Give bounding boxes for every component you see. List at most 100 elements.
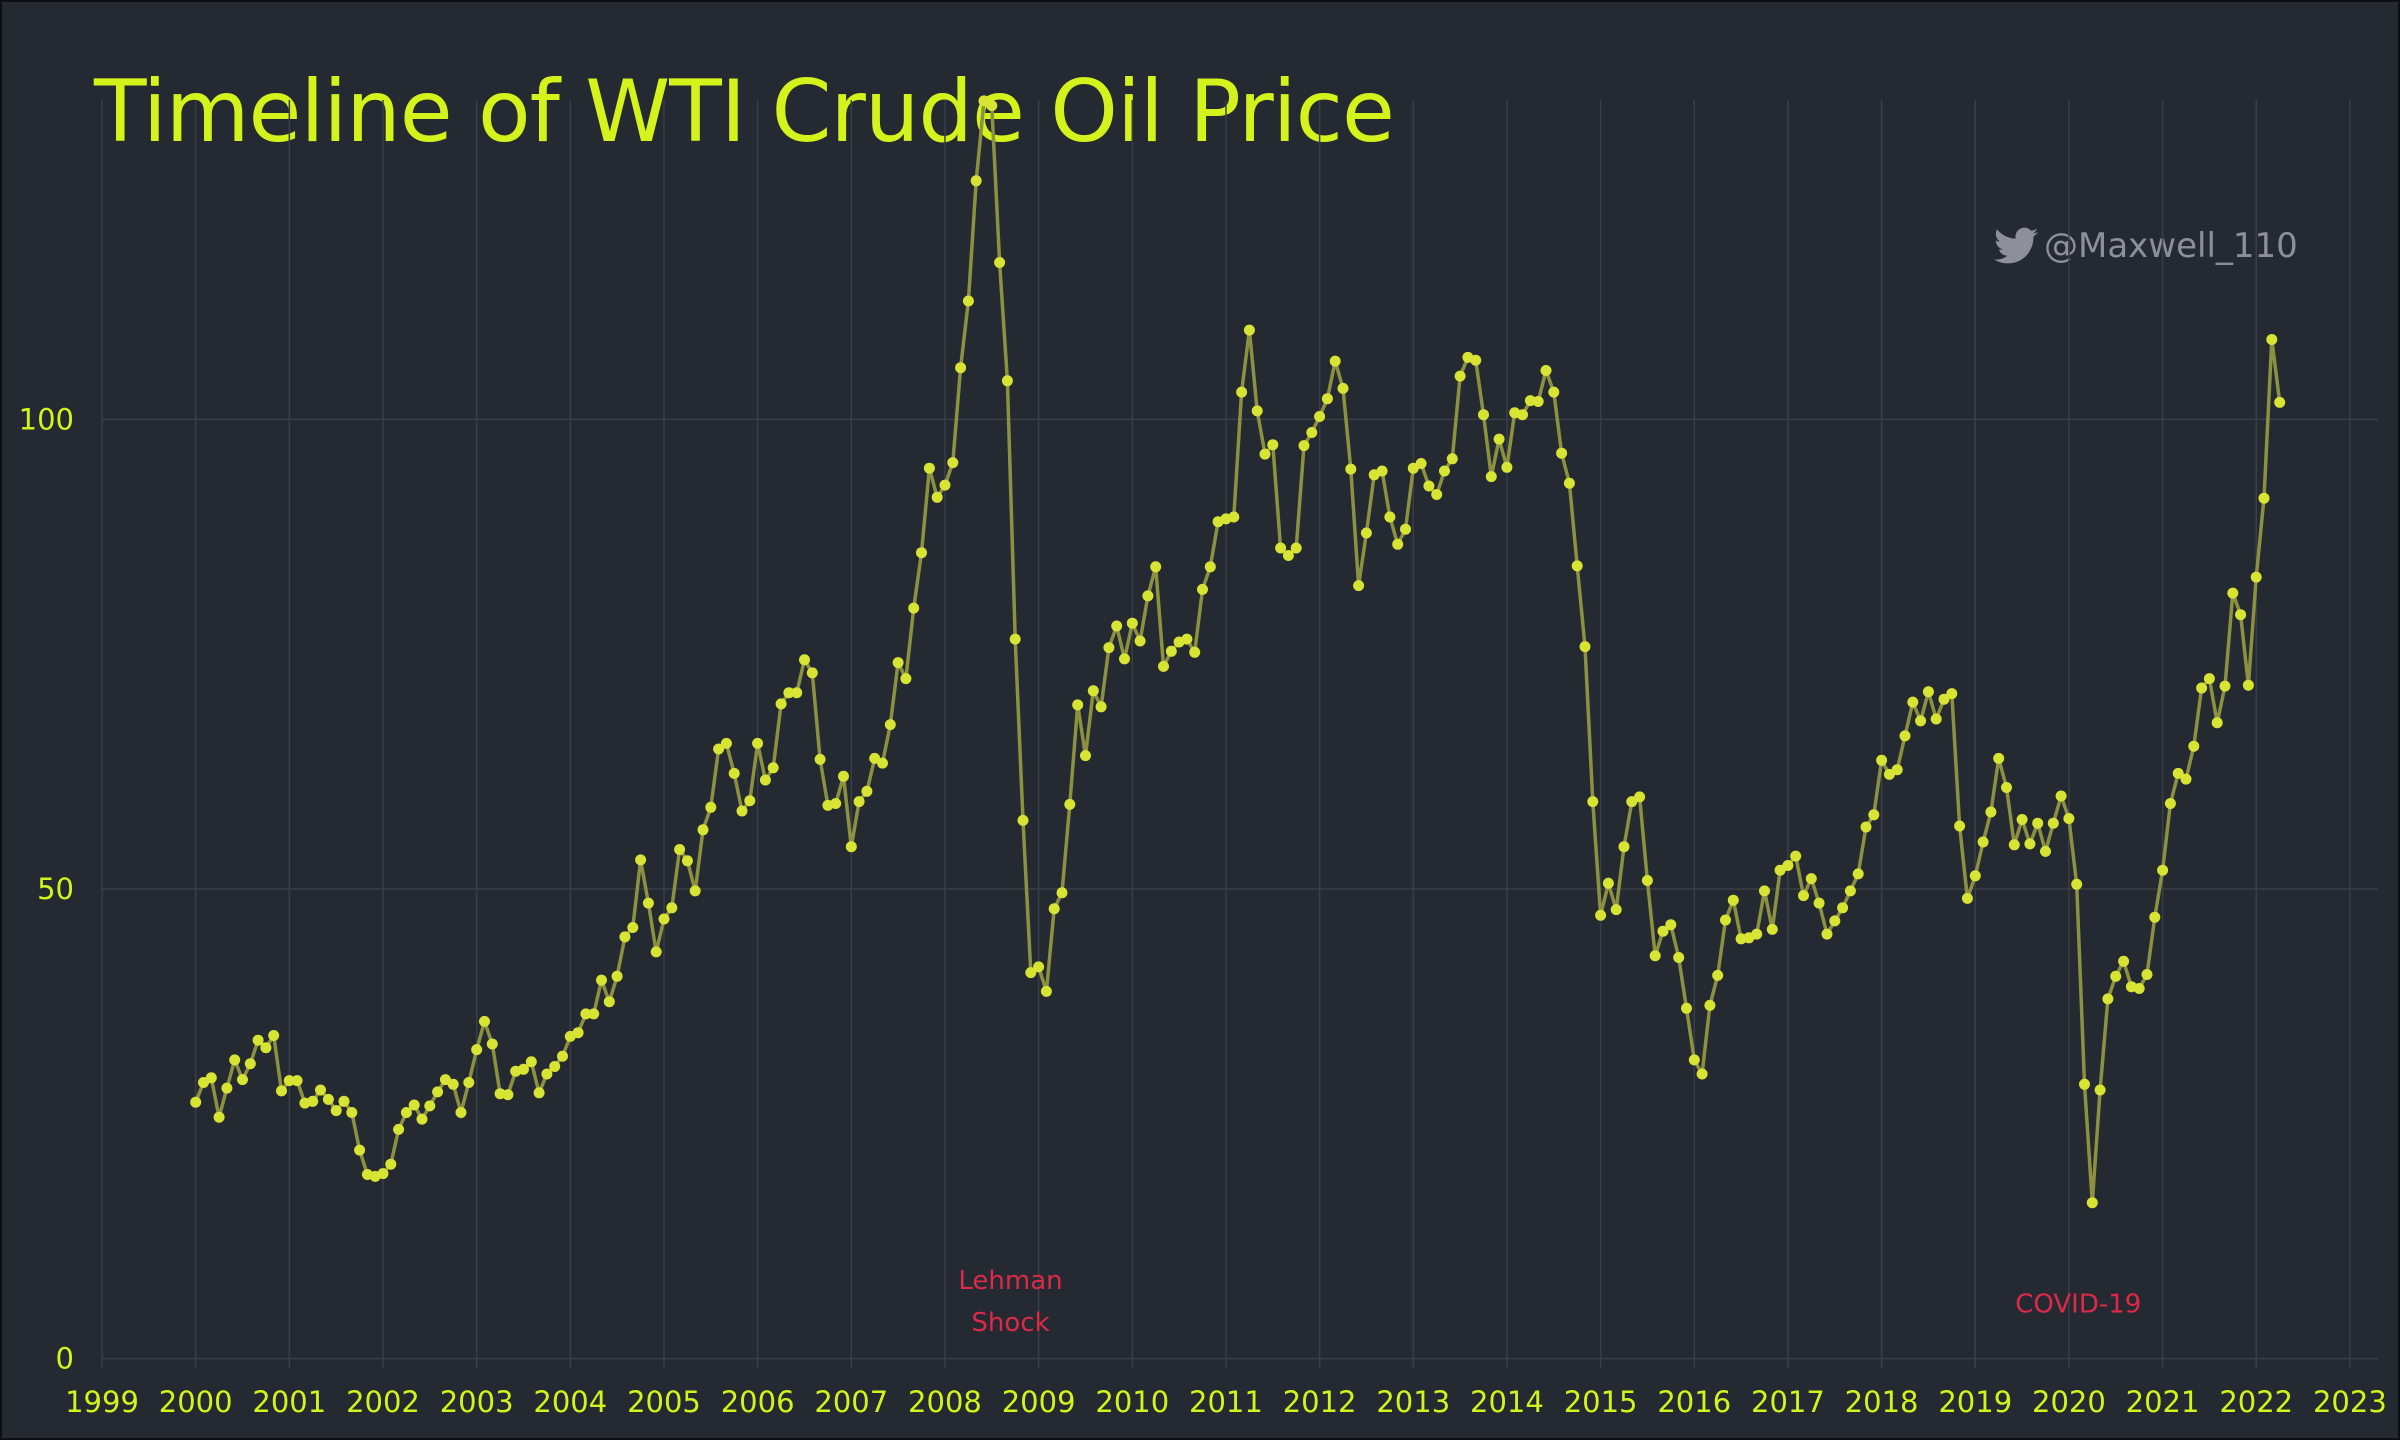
price-point bbox=[2172, 767, 2184, 779]
price-point bbox=[2242, 679, 2254, 691]
price-point bbox=[416, 1113, 428, 1125]
price-point bbox=[1400, 523, 1411, 535]
price-point bbox=[1158, 660, 1169, 672]
price-point bbox=[2250, 571, 2262, 583]
price-point bbox=[1228, 511, 1240, 523]
price-point bbox=[2055, 790, 2067, 802]
price-point bbox=[2040, 845, 2051, 857]
price-point bbox=[814, 753, 826, 765]
price-point bbox=[1891, 764, 1903, 776]
price-point bbox=[923, 462, 935, 474]
x-tick-label: 2015 bbox=[1564, 1385, 1638, 1419]
price-point bbox=[892, 657, 904, 669]
price-point bbox=[1579, 641, 1591, 653]
price-point bbox=[1954, 820, 1966, 832]
price-line bbox=[194, 97, 2282, 1203]
price-point bbox=[1321, 393, 1333, 405]
price-point bbox=[1993, 752, 2005, 764]
price-point bbox=[1860, 821, 1872, 833]
price-point bbox=[806, 667, 818, 679]
price-point bbox=[1673, 952, 1685, 963]
price-point bbox=[322, 1093, 334, 1105]
price-point bbox=[1087, 685, 1099, 697]
price-point bbox=[1119, 653, 1130, 665]
price-point bbox=[518, 1063, 529, 1075]
price-point bbox=[2274, 396, 2286, 408]
x-tick-label: 1999 bbox=[65, 1385, 139, 1419]
price-point bbox=[1977, 836, 1989, 848]
price-point bbox=[190, 1096, 202, 1108]
price-point bbox=[1072, 699, 1084, 711]
price-point bbox=[1821, 928, 1833, 940]
x-tick-label: 2012 bbox=[1283, 1385, 1357, 1419]
price-point bbox=[1197, 583, 1208, 595]
x-tick-label: 2017 bbox=[1751, 1385, 1825, 1419]
price-point bbox=[237, 1074, 248, 1086]
price-point bbox=[580, 1008, 592, 1020]
price-point bbox=[1025, 967, 1037, 979]
price-point bbox=[1189, 646, 1201, 658]
price-point bbox=[1759, 885, 1770, 897]
price-point bbox=[1688, 1054, 1700, 1066]
price-point bbox=[283, 1075, 295, 1087]
price-point bbox=[2157, 864, 2169, 876]
price-point bbox=[338, 1095, 350, 1107]
price-point bbox=[533, 1087, 545, 1099]
grid-lines bbox=[101, 100, 2378, 1368]
price-point bbox=[1103, 642, 1115, 654]
price-point bbox=[2164, 798, 2176, 809]
price-point bbox=[1829, 915, 1841, 927]
price-point bbox=[1415, 458, 1427, 469]
price-point bbox=[861, 785, 873, 797]
twitter-bird-icon bbox=[1994, 227, 2038, 264]
price-point bbox=[2227, 587, 2239, 599]
price-point bbox=[799, 654, 810, 666]
price-point bbox=[479, 1015, 490, 1027]
price-point bbox=[1938, 693, 1950, 705]
price-point bbox=[1930, 713, 1942, 725]
price-point bbox=[908, 602, 920, 614]
price-point bbox=[557, 1050, 568, 1062]
price-point bbox=[1329, 355, 1341, 367]
price-point bbox=[1907, 696, 1919, 708]
price-point bbox=[2110, 970, 2122, 982]
y-tick-label: 0 bbox=[56, 1342, 74, 1376]
price-point bbox=[2211, 717, 2223, 729]
price-point bbox=[229, 1054, 241, 1066]
price-point bbox=[1657, 925, 1669, 937]
price-point bbox=[1150, 561, 1162, 573]
price-point bbox=[1563, 477, 1575, 489]
price-point bbox=[2258, 492, 2270, 504]
price-point bbox=[471, 1044, 483, 1056]
price-point bbox=[1681, 1002, 1692, 1014]
price-point bbox=[1556, 447, 1568, 459]
x-tick-label: 2006 bbox=[721, 1385, 795, 1419]
price-point bbox=[1915, 715, 1927, 727]
x-tick-label: 2009 bbox=[1002, 1385, 1076, 1419]
x-tick-label: 2003 bbox=[440, 1385, 514, 1419]
price-point bbox=[307, 1095, 319, 1107]
price-point bbox=[1813, 897, 1825, 909]
price-point bbox=[884, 719, 896, 731]
price-point bbox=[525, 1056, 537, 1068]
price-point bbox=[658, 913, 670, 925]
price-point bbox=[900, 673, 912, 685]
x-tick-label: 2000 bbox=[159, 1385, 233, 1419]
price-point bbox=[783, 687, 795, 699]
price-point bbox=[1337, 382, 1349, 394]
price-point bbox=[1033, 961, 1045, 973]
price-point bbox=[1392, 538, 1404, 550]
x-tick-label: 2011 bbox=[1189, 1385, 1263, 1419]
y-tick-label: 100 bbox=[19, 402, 74, 436]
x-tick-label: 2004 bbox=[533, 1385, 607, 1419]
price-point bbox=[1439, 465, 1450, 477]
price-point bbox=[970, 175, 982, 187]
price-point bbox=[1946, 688, 1958, 700]
price-point bbox=[1868, 809, 1880, 821]
price-point bbox=[1267, 439, 1279, 451]
price-point bbox=[666, 902, 678, 914]
price-point bbox=[1922, 686, 1934, 698]
price-point bbox=[1876, 754, 1888, 766]
